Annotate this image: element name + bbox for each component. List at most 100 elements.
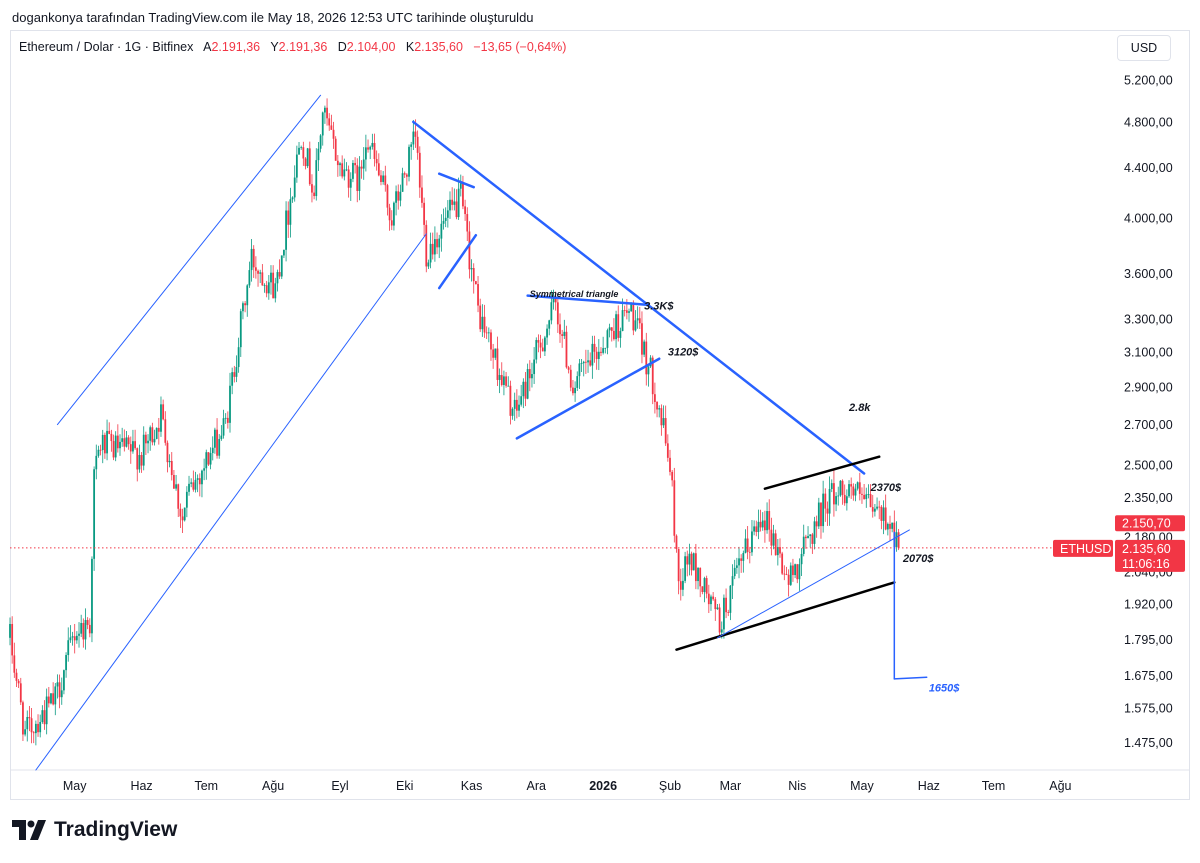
candle-body [97,449,100,456]
candle-body [298,147,300,155]
candle-body [138,455,141,470]
candle-body [170,460,173,476]
close-value: 2.135,60 [414,40,463,54]
candle-body [11,623,14,656]
y-tick-label: 2.700,00 [1124,418,1173,432]
candle-body [229,385,231,423]
candle-body [203,468,206,471]
candle-body [233,372,236,377]
candle-body [843,494,846,504]
candle-body [578,363,581,377]
candle-body [220,435,223,439]
candle-body [380,175,382,182]
candle-body [874,508,876,512]
candle-body [677,549,680,582]
candle-body [470,268,473,270]
candle-body [125,437,128,447]
candle-body [209,453,212,465]
price-badge-upper-text: 2.150,70 [1122,517,1171,531]
candle-body [867,494,870,495]
candle-body [705,578,708,594]
candle-body [173,475,175,489]
candle-body [490,332,492,350]
candle-body [738,558,740,566]
annotation-label: 3120$ [668,346,699,358]
candle-body [679,581,682,590]
candle-body [643,341,646,355]
trendline [763,455,881,490]
candle-body [593,343,596,352]
candle-body [153,438,156,443]
candle-body [147,440,149,444]
y-tick-label: 3.600,00 [1124,267,1173,281]
candle-body [28,716,31,719]
candle-body [520,396,523,405]
candle-body [84,620,87,640]
candle-body [306,148,309,167]
candle-body [196,478,199,480]
y-tick-label: 5.200,00 [1124,73,1173,87]
candle-body [136,448,139,470]
x-tick-label: Ağu [262,779,284,793]
candle-body [123,438,126,447]
candle-body [539,342,542,348]
candle-body [779,547,781,554]
candle-body [787,574,790,585]
candle-body [824,493,827,509]
candle-body [861,493,863,495]
candle-body [483,316,486,333]
candle-body [466,214,469,232]
candle-body [45,696,48,725]
candle-body [729,585,732,613]
tradingview-logo-icon [12,820,46,840]
candle-body [291,197,294,200]
candle-body [388,207,391,221]
candle-body [164,419,167,443]
candle-body [390,220,393,226]
candle-body [686,556,689,565]
candle-body [54,686,57,705]
candle-body [606,330,609,348]
candle-body [882,507,885,521]
tradingview-logo[interactable]: TradingView [12,818,177,842]
symbol-legend: Ethereum / Dolar · 1G · Bitfinex A2.191,… [19,40,566,54]
candle-body [362,159,365,169]
candle-body [479,305,482,330]
candle-body [572,387,574,394]
y-tick-label: 3.300,00 [1124,313,1173,327]
candle-body [451,199,454,205]
candle-body [427,262,430,267]
candle-body [617,314,620,338]
candle-body [302,147,305,159]
candle-body [487,332,490,334]
candle-body [584,361,587,363]
x-tick-label: Mar [720,779,742,793]
candle-body [764,520,766,531]
candle-body [360,166,363,169]
y-tick-label: 3.100,00 [1124,345,1173,359]
candle-body [897,532,900,548]
currency-button[interactable]: USD [1117,35,1171,61]
candle-body [332,129,335,139]
candle-body [248,270,251,286]
candle-body [621,310,624,332]
chart-frame [10,30,1190,800]
candle-body [854,488,857,496]
candle-body [425,224,428,267]
candle-body [660,408,663,426]
candle-body [733,567,736,577]
candle-body [766,511,768,531]
candle-body [613,330,615,340]
candle-body [207,452,210,465]
trendline [515,357,661,440]
candle-body [418,152,421,188]
candle-body [382,175,385,182]
candle-body [664,418,667,444]
candle-body [498,375,501,380]
candle-body [496,348,499,380]
candle-body [423,202,426,225]
candle-body [556,302,559,325]
candle-body [295,154,298,178]
candle-body [157,427,160,432]
